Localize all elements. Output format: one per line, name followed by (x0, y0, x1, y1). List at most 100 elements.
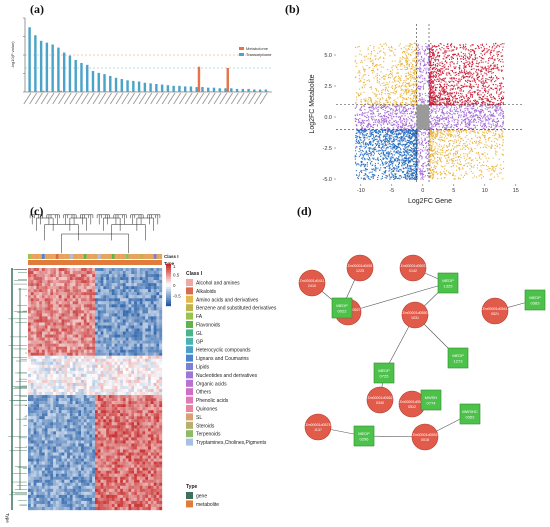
scatter-point (372, 157, 374, 159)
scatter-point (495, 107, 497, 109)
scatter-point (430, 132, 432, 134)
scatter-point (459, 65, 461, 67)
scatter-point (395, 135, 397, 137)
scatter-point (498, 143, 501, 146)
scatter-point (476, 114, 478, 116)
scatter-point (431, 136, 433, 138)
scatter-point (414, 138, 416, 141)
scatter-point (441, 123, 443, 125)
scatter-point (412, 145, 414, 147)
scatter-point (401, 152, 403, 154)
scatter-point (484, 118, 486, 120)
scatter-point (482, 92, 484, 94)
scatter-point (471, 64, 473, 66)
scatter-point (367, 144, 369, 146)
scatter-point (502, 61, 504, 63)
scatter-point (434, 125, 436, 127)
scatter-point (481, 54, 483, 56)
scatter-point (372, 149, 374, 151)
scatter-point (465, 85, 467, 87)
scatter-point (373, 158, 375, 160)
scatter-point (473, 78, 475, 80)
scatter-point (380, 147, 382, 149)
scatter-point (374, 102, 376, 104)
scatter-point (493, 64, 495, 66)
scatter-point (489, 57, 491, 59)
scatter-point (385, 99, 387, 101)
transcriptome-bar (68, 55, 72, 92)
scatter-point (454, 101, 457, 103)
scatter-point (496, 151, 498, 153)
scatter-point (375, 58, 377, 60)
scatter-point (443, 70, 445, 72)
scatter-point (434, 167, 437, 170)
scatter-point (408, 108, 410, 110)
scatter-point (355, 135, 358, 137)
scatter-point (416, 50, 418, 52)
scatter-point (447, 129, 449, 131)
scatter-point (410, 68, 412, 70)
scatter-point (392, 146, 394, 148)
scatter-point (416, 170, 418, 172)
scatter-point (451, 128, 453, 130)
scatter-point (429, 62, 431, 64)
scatter-point (461, 78, 463, 80)
scatter-point (478, 141, 480, 143)
scatter-point (413, 95, 415, 97)
scatter-point (391, 140, 393, 142)
scatter-point (435, 94, 437, 96)
scatter-point (489, 106, 491, 108)
scatter-point (401, 105, 403, 107)
scatter-point (361, 113, 363, 115)
scatter-point (455, 146, 457, 148)
scatter-point (498, 158, 500, 160)
scatter-point (445, 56, 447, 58)
scatter-point (384, 52, 386, 54)
scatter-point (396, 66, 398, 68)
scatter-point (401, 120, 403, 122)
scatter-point (391, 174, 393, 176)
scatter-point (385, 143, 387, 145)
scatter-point (393, 133, 395, 135)
scatter-point (452, 102, 454, 104)
scatter-point (374, 143, 377, 145)
scatter-point (381, 175, 383, 177)
scatter-point (469, 122, 471, 124)
scatter-point (382, 76, 384, 78)
scatter-point (450, 133, 452, 135)
scatter-point (388, 73, 390, 76)
scatter-point (499, 108, 501, 110)
scatter-point (416, 97, 418, 99)
scatter-point (366, 158, 368, 160)
scatter-point (502, 121, 504, 123)
scatter-point (470, 107, 472, 109)
scatter-point (379, 102, 381, 104)
scatter-point (485, 69, 487, 71)
scatter-point (409, 142, 411, 144)
scatter-point (446, 111, 448, 113)
scatter-point (386, 147, 388, 149)
scatter-point (408, 123, 410, 125)
scatter-point (394, 80, 396, 83)
scatter-point (397, 163, 400, 166)
scatter-point (404, 50, 406, 52)
scatter-point (366, 143, 369, 145)
scatter-point (497, 69, 499, 71)
scatter-point (472, 91, 474, 93)
scatter-point (413, 116, 415, 119)
scatter-point (369, 133, 371, 135)
scatter-point (408, 85, 410, 87)
scatter-point (451, 43, 453, 45)
scatter-point (383, 118, 385, 120)
scatter-point (408, 129, 410, 132)
scatter-point (478, 143, 480, 145)
scatter-point (500, 55, 502, 57)
scatter-point (471, 80, 473, 82)
scatter-point (382, 139, 384, 141)
scatter-point (494, 134, 496, 136)
scatter-point (454, 139, 456, 141)
scatter-point (394, 104, 396, 106)
scatter-point (429, 65, 431, 67)
scatter-point (467, 154, 469, 156)
